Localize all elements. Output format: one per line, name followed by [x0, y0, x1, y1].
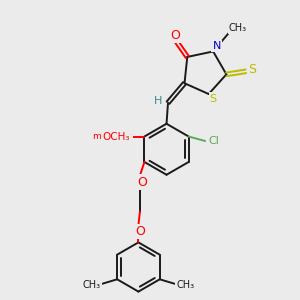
Text: CH₃: CH₃ [82, 280, 101, 290]
Text: H: H [154, 96, 163, 106]
Text: S: S [210, 94, 217, 103]
Text: CH₃: CH₃ [229, 23, 247, 33]
Text: O: O [135, 225, 145, 238]
Text: methoxy: methoxy [92, 132, 132, 141]
Text: Cl: Cl [209, 136, 220, 146]
Text: O: O [170, 29, 180, 42]
Text: S: S [248, 63, 256, 76]
Text: O: O [137, 176, 147, 189]
Text: OCH₃: OCH₃ [102, 131, 130, 142]
Text: CH₃: CH₃ [176, 280, 194, 290]
Text: N: N [213, 41, 221, 51]
